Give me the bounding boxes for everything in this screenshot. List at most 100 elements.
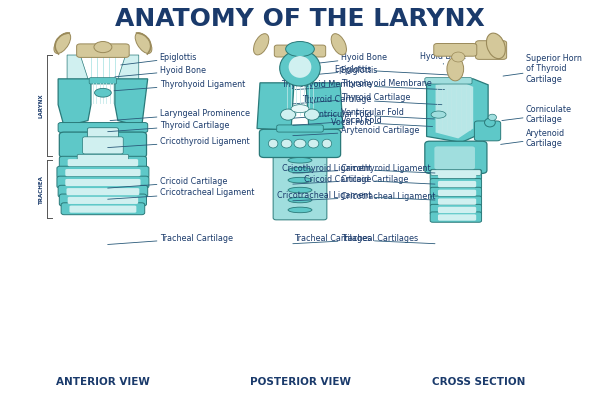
Ellipse shape <box>268 139 278 148</box>
FancyBboxPatch shape <box>274 45 326 57</box>
Ellipse shape <box>485 118 495 127</box>
Text: LARYNX: LARYNX <box>39 93 44 118</box>
Text: Vocal Fold: Vocal Fold <box>331 118 433 127</box>
Polygon shape <box>67 55 88 83</box>
Text: Tracheal Cartilage: Tracheal Cartilage <box>107 234 233 244</box>
Ellipse shape <box>288 187 312 193</box>
Polygon shape <box>115 79 148 126</box>
Polygon shape <box>58 79 91 126</box>
Text: CROSS SECTION: CROSS SECTION <box>433 377 526 387</box>
Text: Hyoid Bone: Hyoid Bone <box>303 53 386 65</box>
Text: Cricoid Cartilage: Cricoid Cartilage <box>304 175 435 184</box>
Ellipse shape <box>487 33 505 59</box>
Text: Epiglottis: Epiglottis <box>121 53 197 65</box>
FancyBboxPatch shape <box>259 129 341 158</box>
Text: Superior Horn
of Thyroid
Cartilage: Superior Horn of Thyroid Cartilage <box>503 54 581 84</box>
Text: Corniculate
Cartilage: Corniculate Cartilage <box>502 105 572 124</box>
Text: Arytenoid Cartilage: Arytenoid Cartilage <box>293 126 419 136</box>
Text: Epiglottis: Epiglottis <box>334 65 448 75</box>
Ellipse shape <box>135 33 152 54</box>
Ellipse shape <box>308 139 319 148</box>
Text: Cricotracheal Ligament: Cricotracheal Ligament <box>107 188 254 199</box>
Ellipse shape <box>291 105 309 113</box>
FancyBboxPatch shape <box>475 121 500 141</box>
FancyBboxPatch shape <box>438 207 476 213</box>
Ellipse shape <box>281 109 296 120</box>
FancyBboxPatch shape <box>430 196 482 206</box>
FancyBboxPatch shape <box>430 212 482 222</box>
Ellipse shape <box>431 111 446 118</box>
Text: POSTERIOR VIEW: POSTERIOR VIEW <box>250 377 350 387</box>
Text: Laryngeal Prominence: Laryngeal Prominence <box>110 109 250 120</box>
FancyBboxPatch shape <box>77 44 129 57</box>
FancyBboxPatch shape <box>68 197 138 204</box>
FancyBboxPatch shape <box>438 172 476 178</box>
Polygon shape <box>436 82 473 138</box>
FancyBboxPatch shape <box>430 187 482 198</box>
Text: Cricoid Cartilage: Cricoid Cartilage <box>293 175 408 184</box>
Ellipse shape <box>322 139 332 148</box>
FancyBboxPatch shape <box>70 206 136 213</box>
Ellipse shape <box>280 50 320 86</box>
FancyBboxPatch shape <box>425 78 472 84</box>
FancyBboxPatch shape <box>89 78 116 84</box>
FancyBboxPatch shape <box>431 170 481 175</box>
FancyBboxPatch shape <box>61 203 145 215</box>
Ellipse shape <box>288 168 312 173</box>
Ellipse shape <box>95 88 111 97</box>
Ellipse shape <box>94 42 112 53</box>
Ellipse shape <box>488 114 496 120</box>
FancyBboxPatch shape <box>59 194 146 206</box>
Text: Cricotracheal Ligament: Cricotracheal Ligament <box>293 192 435 201</box>
FancyBboxPatch shape <box>59 156 146 168</box>
Ellipse shape <box>288 207 312 213</box>
Text: Thyroid Cartilage: Thyroid Cartilage <box>107 121 229 132</box>
Text: TRACHEA: TRACHEA <box>39 175 44 204</box>
Ellipse shape <box>281 139 292 148</box>
Text: Cricothyroid Ligament: Cricothyroid Ligament <box>293 164 430 173</box>
FancyBboxPatch shape <box>277 125 323 132</box>
FancyBboxPatch shape <box>59 132 146 158</box>
FancyBboxPatch shape <box>434 44 477 56</box>
FancyBboxPatch shape <box>425 141 487 173</box>
Text: ANATOMY OF THE LARYNX: ANATOMY OF THE LARYNX <box>115 7 485 31</box>
FancyBboxPatch shape <box>58 185 148 197</box>
Text: Thyrohyoid Ligament: Thyrohyoid Ligament <box>113 80 245 91</box>
Polygon shape <box>306 83 343 130</box>
FancyBboxPatch shape <box>88 128 118 138</box>
Text: Hyoid Bone: Hyoid Bone <box>115 66 206 77</box>
Text: Hyoid Bone: Hyoid Bone <box>421 52 466 64</box>
Ellipse shape <box>331 34 346 55</box>
Text: Tracheal Cartilages: Tracheal Cartilages <box>293 234 418 244</box>
FancyBboxPatch shape <box>438 181 476 187</box>
Ellipse shape <box>288 197 312 203</box>
Ellipse shape <box>447 57 464 81</box>
Ellipse shape <box>294 139 306 148</box>
FancyBboxPatch shape <box>83 137 123 154</box>
Text: Ventricular Fold: Ventricular Fold <box>293 108 403 118</box>
FancyBboxPatch shape <box>65 169 140 176</box>
FancyBboxPatch shape <box>438 190 476 196</box>
FancyBboxPatch shape <box>438 214 476 221</box>
FancyBboxPatch shape <box>438 198 476 205</box>
Ellipse shape <box>288 177 312 183</box>
Ellipse shape <box>254 34 269 55</box>
Text: Arytenoid
Cartilage: Arytenoid Cartilage <box>500 129 565 148</box>
FancyBboxPatch shape <box>430 178 482 189</box>
Ellipse shape <box>286 42 314 57</box>
FancyBboxPatch shape <box>434 146 475 170</box>
Text: Epiglottis: Epiglottis <box>299 66 378 76</box>
FancyBboxPatch shape <box>273 153 327 220</box>
Text: Vocal Fold: Vocal Fold <box>293 116 382 125</box>
Ellipse shape <box>304 109 319 120</box>
Text: Cricothyroid Ligament: Cricothyroid Ligament <box>107 137 249 148</box>
FancyBboxPatch shape <box>430 204 482 215</box>
Text: ANTERIOR VIEW: ANTERIOR VIEW <box>56 377 150 387</box>
Text: Cricotracheal Ligament: Cricotracheal Ligament <box>277 191 435 200</box>
FancyBboxPatch shape <box>65 179 140 186</box>
Text: Tracheal Cartilages: Tracheal Cartilages <box>295 234 435 244</box>
Ellipse shape <box>289 56 311 78</box>
FancyBboxPatch shape <box>476 41 506 59</box>
FancyBboxPatch shape <box>57 176 149 188</box>
Text: Thyroid Cartilage: Thyroid Cartilage <box>302 95 442 105</box>
